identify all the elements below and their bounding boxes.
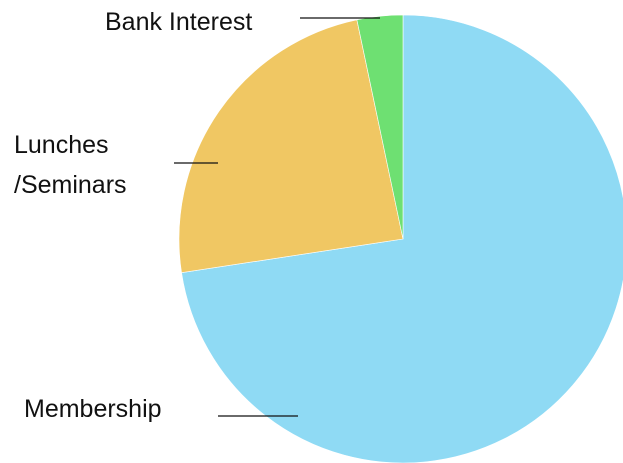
slice-labels: Membership Lunches/Seminars Bank Interest <box>14 8 252 423</box>
pie-slice-membership <box>181 14 623 463</box>
pie-slices <box>178 14 623 463</box>
leader-lines <box>174 17 380 417</box>
slice-label: Membership <box>24 395 162 423</box>
pie-slice-bank-interest <box>356 14 404 240</box>
pie-slice-lunches-seminars <box>178 19 404 273</box>
slice-label: Lunches <box>14 131 109 159</box>
slice-label: Bank Interest <box>105 8 252 36</box>
slice-label: /Seminars <box>14 171 127 199</box>
